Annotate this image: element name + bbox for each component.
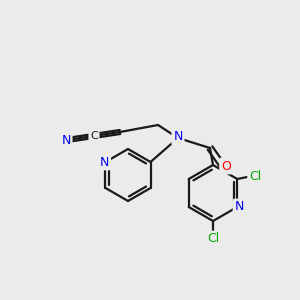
- Text: Cl: Cl: [207, 232, 219, 245]
- Text: N: N: [100, 155, 109, 169]
- Text: C: C: [90, 131, 98, 141]
- Text: O: O: [221, 160, 231, 172]
- Text: N: N: [173, 130, 183, 143]
- Text: N: N: [61, 134, 71, 146]
- Text: Cl: Cl: [249, 169, 261, 182]
- Text: N: N: [235, 200, 244, 214]
